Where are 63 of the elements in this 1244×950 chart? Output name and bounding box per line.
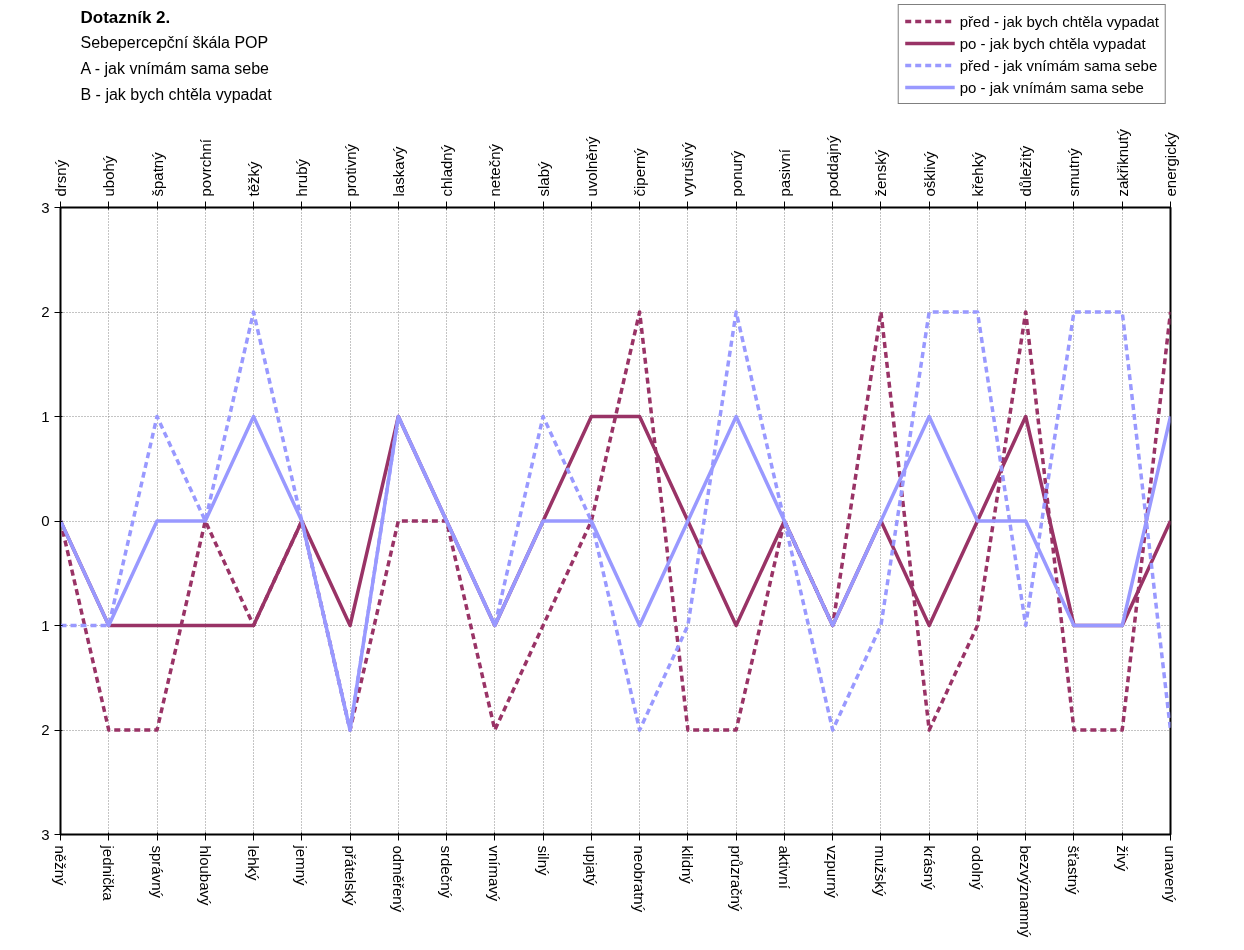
x-tick-label: hloubavý <box>196 845 214 907</box>
text: energický <box>1162 131 1179 197</box>
text: zakřiknutý <box>1113 128 1131 197</box>
text: špatný <box>148 151 166 197</box>
x-tick-label: lehký <box>245 845 263 882</box>
text: B - jak bych chtěla vypadat <box>80 85 273 103</box>
y-tick-label: 3 <box>41 198 50 216</box>
text: protivný <box>341 143 359 197</box>
text: poddajný <box>824 135 842 197</box>
y-tick-label: 1 <box>41 616 50 634</box>
text: drsný <box>52 159 69 197</box>
y-tick-label: 0 <box>41 512 50 529</box>
x-tick-label: jemný <box>293 844 311 887</box>
x-tick-label: odolný <box>968 845 986 891</box>
text: vyrušivý <box>679 141 697 197</box>
x-tick-label: aktivní <box>775 845 793 890</box>
x-tick-label: neobratný <box>631 845 649 913</box>
x-tick-label: přátelský <box>341 845 359 907</box>
text: povrchní <box>196 138 214 197</box>
x-tick-label: upjatý <box>582 845 600 887</box>
y-tick-label: 1 <box>41 407 50 425</box>
text: pasivní <box>775 148 793 197</box>
chart-title: Dotazník 2. <box>80 7 171 27</box>
legend-label: před - jak bych chtěla vypadat <box>959 12 1159 30</box>
text: slabý <box>534 160 552 197</box>
text: ponurý <box>727 150 745 197</box>
y-tick-label: 3 <box>41 825 50 843</box>
text: důležitý <box>1017 145 1035 197</box>
x-tick-label: unavený <box>1162 845 1179 903</box>
x-tick-label: odměřený <box>389 845 407 913</box>
text: těžký <box>245 160 263 197</box>
text: čiperný <box>631 147 649 197</box>
x-tick-label: šťastný <box>1065 845 1083 895</box>
text: netečný <box>486 143 504 197</box>
x-tick-label: silný <box>534 845 552 877</box>
x-tick-label: jednička <box>100 844 118 902</box>
text: ošklivý <box>920 150 938 197</box>
x-tick-label: srdečný <box>438 845 456 899</box>
y-tick-label: 2 <box>41 303 50 320</box>
legend-label: po - jak bych chtěla vypadat <box>959 34 1146 52</box>
x-tick-label: vnímavý <box>486 845 504 902</box>
x-tick-label: mužský <box>872 845 890 897</box>
text: laskavý <box>389 145 407 197</box>
text: hrubý <box>293 158 311 197</box>
text: A - jak vnímám sama sebe <box>80 59 270 77</box>
x-tick-label: průzračný <box>727 845 745 912</box>
y-tick-label: 2 <box>41 721 50 738</box>
legend-label: po - jak vnímám sama sebe <box>959 78 1144 96</box>
text: ubohý <box>100 155 118 197</box>
x-tick-label: bezvýznamný <box>1017 845 1035 938</box>
x-tick-label: vzpurný <box>824 845 842 899</box>
text: chladný <box>438 144 456 197</box>
text: křehký <box>968 151 986 197</box>
legend-label: před - jak vnímám sama sebe <box>959 56 1158 74</box>
x-tick-label: živý <box>1113 845 1131 872</box>
x-tick-label: něžný <box>52 845 69 887</box>
text: smutný <box>1065 147 1083 197</box>
chart-subtitle: Sebepercepční škála POP <box>80 33 269 51</box>
text: uvolněný <box>582 135 600 197</box>
text: ženský <box>872 149 890 197</box>
x-tick-label: krásný <box>920 845 938 891</box>
x-tick-label: správný <box>148 845 166 899</box>
x-tick-label: klidný <box>679 845 697 885</box>
